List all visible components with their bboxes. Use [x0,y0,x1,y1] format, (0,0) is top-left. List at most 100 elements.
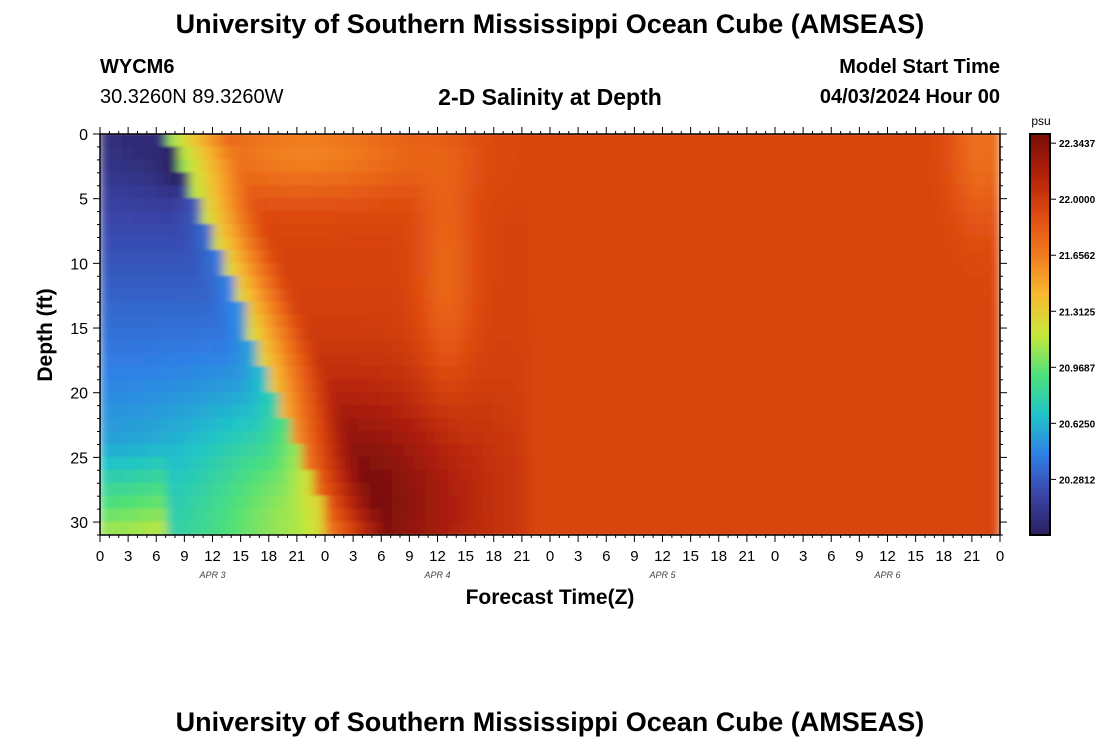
heatmap-cell [313,444,325,458]
heatmap-cell [190,237,202,251]
heatmap-cell [707,198,719,212]
heatmap-cell [527,146,539,160]
heatmap-cell [325,483,337,497]
heatmap-cell [122,418,134,432]
heatmap-cell [887,457,899,471]
heatmap-cell [212,146,224,160]
heatmap-cell [910,431,922,445]
heatmap-cell [741,146,753,160]
heatmap-cell [358,159,370,173]
heatmap-cell [392,185,404,199]
heatmap-cell [448,418,460,432]
heatmap-cell [538,302,550,316]
day-label: APR 5 [648,570,676,580]
heatmap-cell [235,340,247,354]
heatmap-cell [831,509,843,523]
heatmap-cell [752,134,764,148]
heatmap-cell [133,302,145,316]
heatmap-cell [190,483,202,497]
heatmap-cell [718,392,730,406]
heatmap-cell [595,522,607,536]
heatmap-cell [505,185,517,199]
heatmap-cell [955,263,967,277]
heatmap-cell [516,392,528,406]
heatmap-cell [347,431,359,445]
heatmap-cell [460,198,472,212]
heatmap-cell [831,211,843,225]
heatmap-cell [268,302,280,316]
heatmap-cell [471,379,483,393]
heatmap-cell [842,418,854,432]
heatmap-cell [201,211,213,225]
heatmap-cell [190,224,202,238]
heatmap-cell [111,211,123,225]
heatmap-cell [707,276,719,290]
heatmap-cell [606,328,618,342]
heatmap-cell [257,431,269,445]
heatmap-cell [415,496,427,510]
heatmap-cell [595,315,607,329]
heatmap-cell [718,263,730,277]
heatmap-cell [910,328,922,342]
heatmap-cell [268,237,280,251]
heatmap-cell [752,224,764,238]
heatmap-cell [561,237,573,251]
heatmap-cell [145,496,157,510]
heatmap-cell [696,185,708,199]
heatmap-cell [527,302,539,316]
heatmap-cell [190,289,202,303]
heatmap-cell [460,146,472,160]
heatmap-cell [966,289,978,303]
heatmap-cell [921,315,933,329]
heatmap-cell [696,250,708,264]
heatmap-cell [786,340,798,354]
heatmap-cell [921,431,933,445]
heatmap-cell [651,211,663,225]
heatmap-cell [651,289,663,303]
heatmap-cell [448,353,460,367]
heatmap-cell [943,379,955,393]
heatmap-cell [291,159,303,173]
heatmap-cell [190,353,202,367]
heatmap-cell [291,198,303,212]
heatmap-cell [651,405,663,419]
heatmap-cell [516,457,528,471]
heatmap-cell [133,431,145,445]
heatmap-cell [133,146,145,160]
heatmap-cell [403,483,415,497]
heatmap-cell [977,405,989,419]
heatmap-cell [966,250,978,264]
heatmap-cell [730,366,742,380]
heatmap-cell [561,509,573,523]
heatmap-cell [955,392,967,406]
heatmap-cell [448,496,460,510]
heatmap-cell [190,379,202,393]
heatmap-cell [100,366,112,380]
heatmap-cell [167,134,179,148]
heatmap-cell [235,185,247,199]
heatmap-cell [786,444,798,458]
heatmap-cell [291,418,303,432]
heatmap-cell [178,185,190,199]
heatmap-cell [538,185,550,199]
heatmap-cell [178,340,190,354]
heatmap-cell [853,289,865,303]
heatmap-cell [865,237,877,251]
heatmap-cell [955,496,967,510]
heatmap-cell [741,198,753,212]
heatmap-cell [302,431,314,445]
heatmap-cell [370,366,382,380]
heatmap-cell [493,250,505,264]
heatmap-cell [910,250,922,264]
heatmap-cell [662,353,674,367]
heatmap-cell [550,276,562,290]
heatmap-cell [718,328,730,342]
heatmap-cell [516,134,528,148]
heatmap-cell [482,276,494,290]
heatmap-cell [122,224,134,238]
heatmap-cell [910,146,922,160]
x-tick-label: 21 [514,548,531,565]
heatmap-cell [595,353,607,367]
heatmap-cell [842,328,854,342]
heatmap-cell [606,483,618,497]
